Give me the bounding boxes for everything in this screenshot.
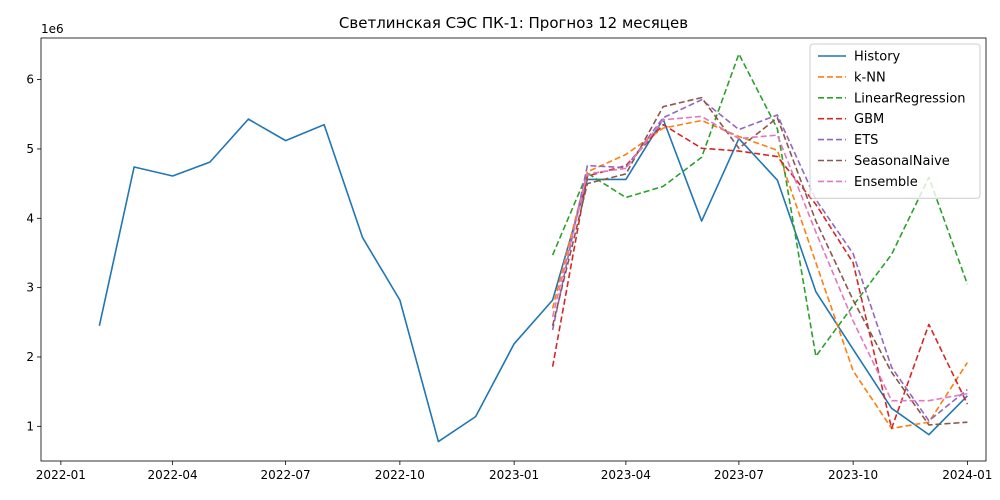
y-tick-label: 5 bbox=[26, 142, 34, 156]
legend-label: LinearRegression bbox=[854, 91, 966, 106]
series-line-linearregression bbox=[551, 53, 969, 358]
x-tick-label: 2022-01 bbox=[36, 468, 86, 482]
legend: History k-NN LinearRegression GBM ETS Seasona… bbox=[809, 43, 981, 199]
x-tick-label: 2023-01 bbox=[489, 468, 539, 482]
x-tick-label: 2023-07 bbox=[714, 468, 764, 482]
y-tick-label: 4 bbox=[26, 211, 34, 225]
plot-frame bbox=[40, 37, 987, 462]
series-layer bbox=[98, 53, 969, 443]
x-tick-label: 2022-10 bbox=[375, 468, 425, 482]
x-tick-label: 2022-04 bbox=[148, 468, 198, 482]
legend-label: History bbox=[854, 50, 901, 65]
x-tick-label: 2022-07 bbox=[261, 468, 311, 482]
x-tick-label: 2024-01 bbox=[942, 468, 992, 482]
series-line-seasonalnaive bbox=[551, 96, 968, 426]
y-tick-label: 1 bbox=[26, 419, 34, 433]
y-tick-label: 6 bbox=[26, 73, 34, 87]
x-tick-label: 2023-10 bbox=[828, 468, 878, 482]
series-line-history bbox=[98, 118, 968, 443]
legend-label: k-NN bbox=[854, 70, 886, 85]
legend-label: SeasonalNaive bbox=[854, 154, 950, 169]
legend-label: GBM bbox=[854, 112, 884, 127]
series-line-k-nn bbox=[551, 119, 969, 430]
series-line-ets bbox=[551, 98, 968, 422]
y-tick-label: 2 bbox=[26, 350, 34, 364]
x-tick-label: 2023-04 bbox=[601, 468, 651, 482]
axes-layer: 2022-01 2022-04 2022-07 2022-10 2023-01 2023-… bbox=[26, 37, 992, 482]
y-multiplier-label: 1e6 bbox=[41, 22, 64, 36]
legend-label: ETS bbox=[854, 133, 878, 148]
chart-title: Светлинская СЭС ПК-1: Прогноз 12 месяцев bbox=[339, 14, 688, 32]
legend-label: Ensemble bbox=[854, 175, 918, 190]
y-tick-label: 3 bbox=[26, 281, 34, 295]
legend-box bbox=[809, 43, 981, 199]
